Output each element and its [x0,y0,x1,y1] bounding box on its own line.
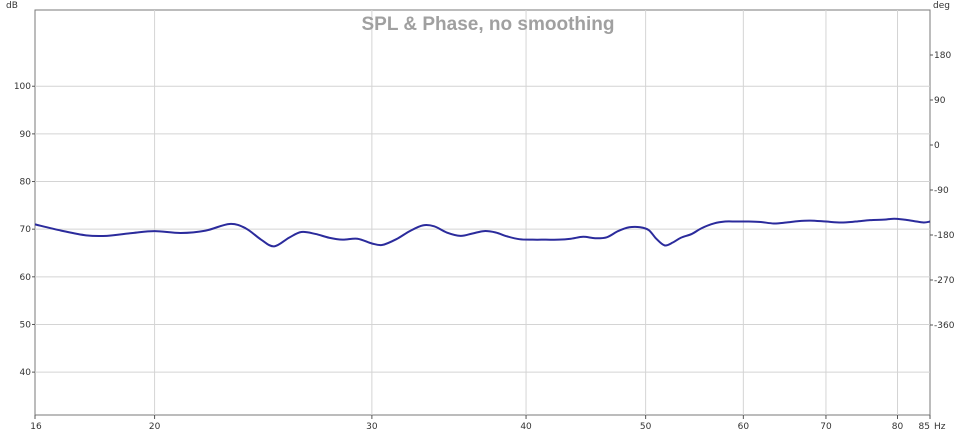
x-tick-label: 85 [919,422,930,432]
x-tick-label: 80 [892,422,904,432]
x-tick-label: 20 [149,422,161,432]
x-tick-label: 50 [640,422,652,432]
y-tick-label: 100 [14,82,31,92]
y-axis-right-unit: deg [933,1,950,11]
y-axis-left-unit: dB [6,1,18,11]
y-right-tick-label: 90 [934,96,946,106]
chart-title: SPL & Phase, no smoothing [361,14,614,35]
x-tick-label: 40 [520,422,532,432]
y-right-tick-label: -90 [934,186,949,196]
x-gridlines [154,10,899,415]
y-tick-label: 60 [20,273,32,283]
y-right-tick-label: -180 [934,231,955,241]
x-tick-label: 70 [820,422,832,432]
series-layer [34,217,931,248]
y-tick-label: 70 [20,225,32,235]
y-tick-label: 40 [20,368,32,378]
x-tick-label: 16 [30,422,42,432]
y-right-tick-label: -360 [934,321,955,331]
y-right-tick-label: 0 [934,141,940,151]
x-tick-label: 60 [738,422,750,432]
x-axis-ticks: 16 20 30 40 50 60 70 80 85 [30,415,931,432]
plot-area [34,9,931,416]
y-axis-left-ticks: 40 50 60 70 80 90 100 [14,82,35,378]
x-tick-label: 30 [366,422,378,432]
y-gridlines [35,85,930,373]
y-right-tick-label: -270 [934,276,955,286]
y-tick-label: 50 [20,320,32,330]
y-axis-right-ticks: -360 -270 -180 -90 0 90 180 [930,51,955,331]
spl-series-line [34,217,931,248]
y-right-tick-label: 180 [934,51,951,61]
y-tick-label: 90 [20,130,32,140]
x-axis-unit: Hz [934,422,946,432]
y-tick-label: 80 [20,178,32,188]
